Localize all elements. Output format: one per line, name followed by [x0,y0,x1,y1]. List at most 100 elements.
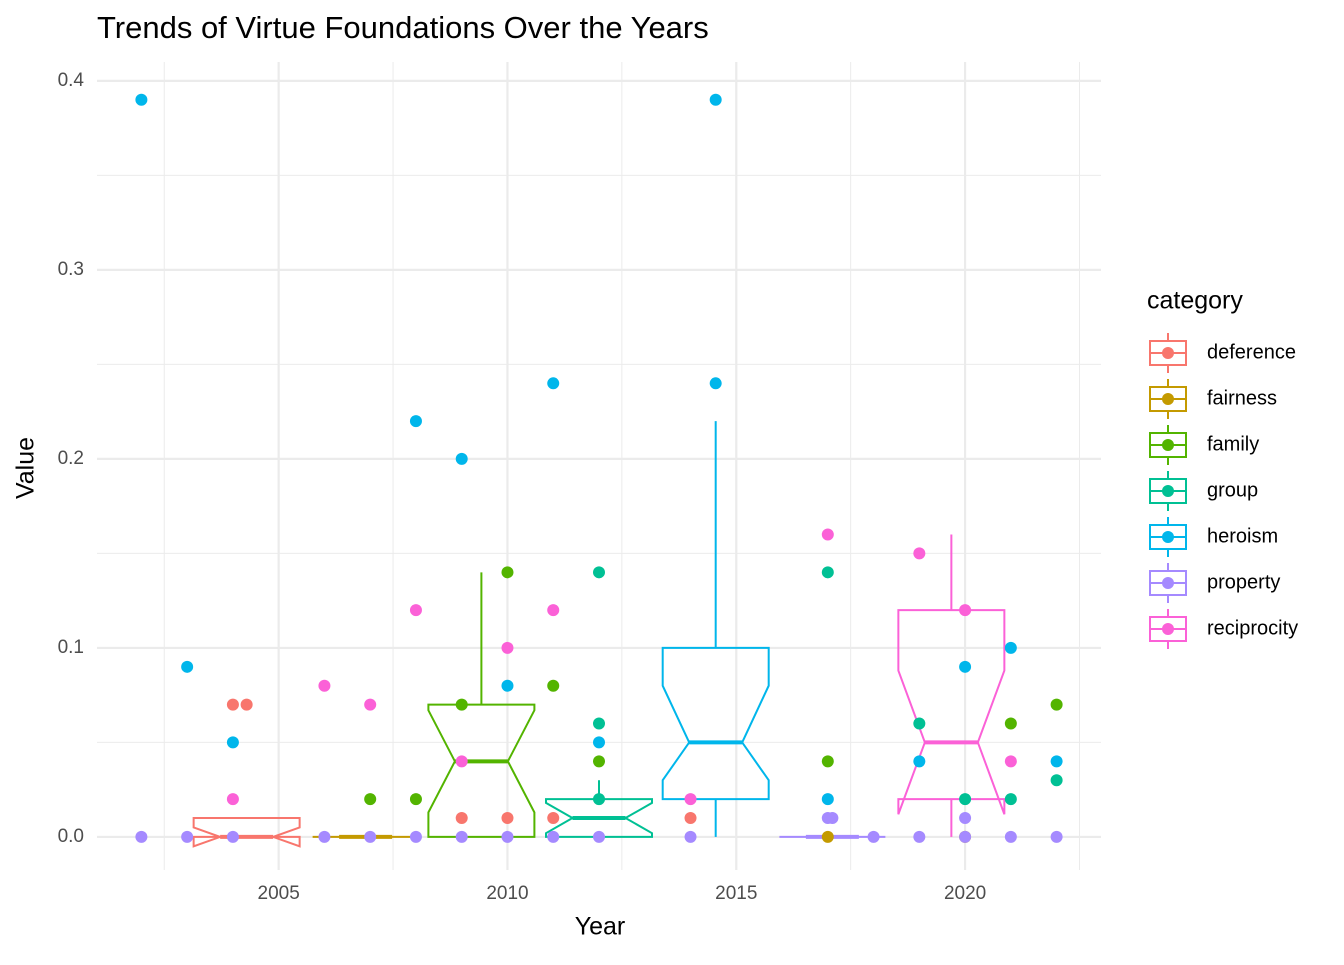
x-tick-label: 2015 [715,883,757,904]
box-group [427,572,536,838]
point [501,566,514,579]
y-tick-label: 0.4 [58,70,85,91]
point [409,415,422,428]
point [593,755,605,768]
point [547,679,560,692]
point [826,812,839,825]
legend-label: family [1207,433,1259,455]
point [1004,793,1017,806]
legend-point [1162,347,1174,359]
point [547,812,560,825]
box [545,798,653,838]
legend-label: group [1207,479,1258,501]
point [913,547,926,560]
box [192,817,301,848]
point [1004,717,1017,730]
point [318,679,331,692]
point [547,830,560,843]
y-tick-label: 0.0 [58,826,84,847]
legend-label: property [1207,571,1280,593]
x-axis-label: Year [575,913,626,941]
point [1050,830,1063,843]
point [959,660,972,673]
legend-label: heroism [1207,525,1278,547]
point [226,830,239,843]
point [501,641,514,654]
point [959,812,972,825]
point [1004,755,1017,768]
point [226,736,239,749]
box-group [897,534,1006,837]
point [501,812,514,825]
legend-label: reciprocity [1207,617,1298,639]
point [455,452,468,465]
legend-point [1162,485,1174,497]
point [709,93,722,106]
y-tick-label: 0.1 [58,637,84,658]
point [821,566,834,579]
point [181,830,194,843]
box [897,609,1006,815]
point [501,830,514,843]
x-tick-label: 2010 [486,883,528,904]
point [135,93,148,106]
point [593,717,605,730]
point [409,604,422,617]
point [1050,774,1063,787]
box-group [545,780,653,838]
point [684,812,697,825]
point [1050,698,1063,711]
point [684,830,697,843]
point [364,793,377,806]
point [593,736,605,749]
point [226,698,239,711]
point [959,793,972,806]
point [240,698,253,711]
point [226,793,239,806]
point [1050,755,1063,768]
point [547,377,560,390]
legend-label: fairness [1207,387,1277,409]
legend-point [1162,531,1174,543]
x-tick-label: 2005 [258,883,300,904]
point [821,793,834,806]
point [959,604,972,617]
chart-title: Trends of Virtue Foundations Over the Ye… [97,10,709,45]
box [661,646,770,801]
point [1004,830,1017,843]
point [455,812,468,825]
point [593,793,605,806]
point [821,755,834,768]
point [455,755,468,768]
grid [97,62,1101,870]
point [684,793,697,806]
x-tick-label: 2020 [944,883,986,904]
legend-point [1162,393,1174,405]
point [867,830,880,843]
box [427,703,536,838]
point [135,830,148,843]
point [821,528,834,541]
point [821,830,834,843]
legend-label: deference [1207,341,1296,363]
box-group [192,817,301,848]
y-tick-label: 0.3 [58,259,84,280]
point [709,377,722,390]
point [1004,641,1017,654]
point [409,793,422,806]
legend-point [1162,623,1174,635]
point [593,830,605,843]
point [913,755,926,768]
point [547,604,560,617]
y-axis-label: Value [12,437,40,499]
y-tick-label: 0.2 [58,448,84,469]
point [593,566,605,579]
legend-point [1162,577,1174,589]
point [181,660,194,673]
point [409,830,422,843]
point [501,679,514,692]
point [455,698,468,711]
point [455,830,468,843]
point [913,830,926,843]
